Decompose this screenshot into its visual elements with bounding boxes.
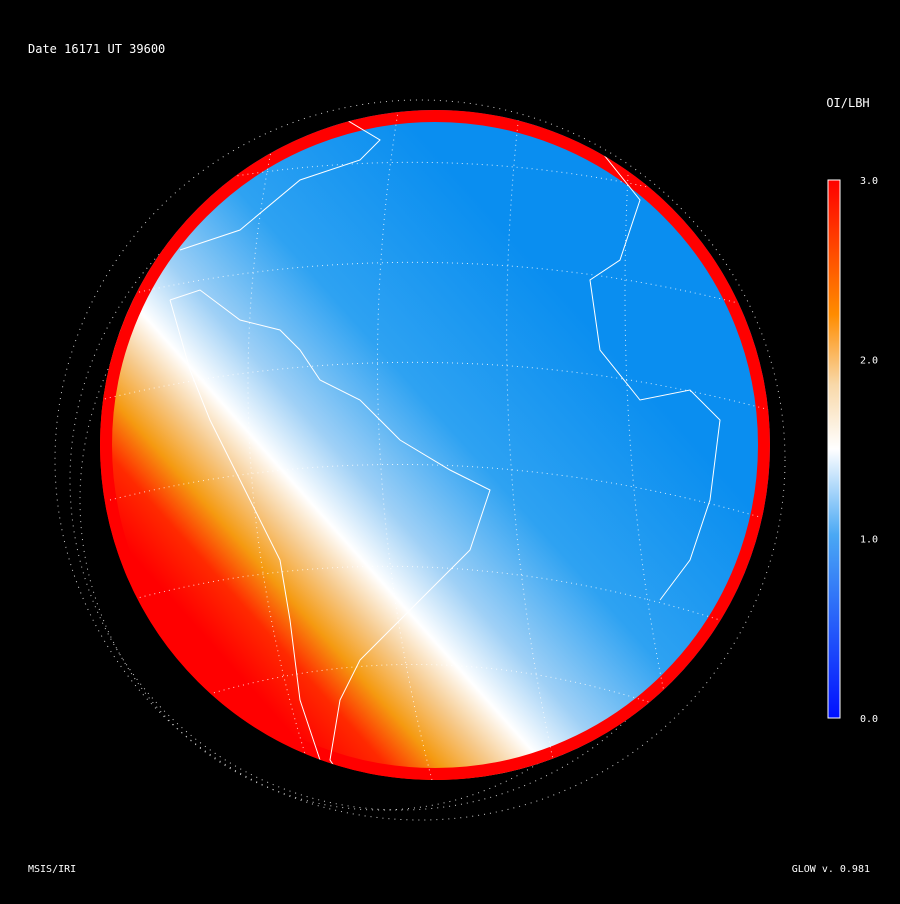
colorbar-label: OI/LBH <box>826 96 869 110</box>
colorbar-ticks: 3.0 2.0 1.0 0.0 <box>860 176 878 725</box>
footer-right: GLOW v. 0.981 <box>792 864 870 875</box>
globe-rim <box>100 110 770 780</box>
colorbar-tick-label: 1.0 <box>860 535 878 546</box>
colorbar-tick-label: 3.0 <box>860 176 878 187</box>
colorbar-tick-label: 0.0 <box>860 714 878 725</box>
globe <box>100 110 770 780</box>
coastlines <box>169 110 721 780</box>
title: Date 16171 UT 39600 <box>28 42 165 56</box>
footer-left: MSIS/IRI <box>28 864 76 875</box>
colorbar <box>827 179 841 719</box>
colorbar-tick-label: 2.0 <box>860 355 878 366</box>
